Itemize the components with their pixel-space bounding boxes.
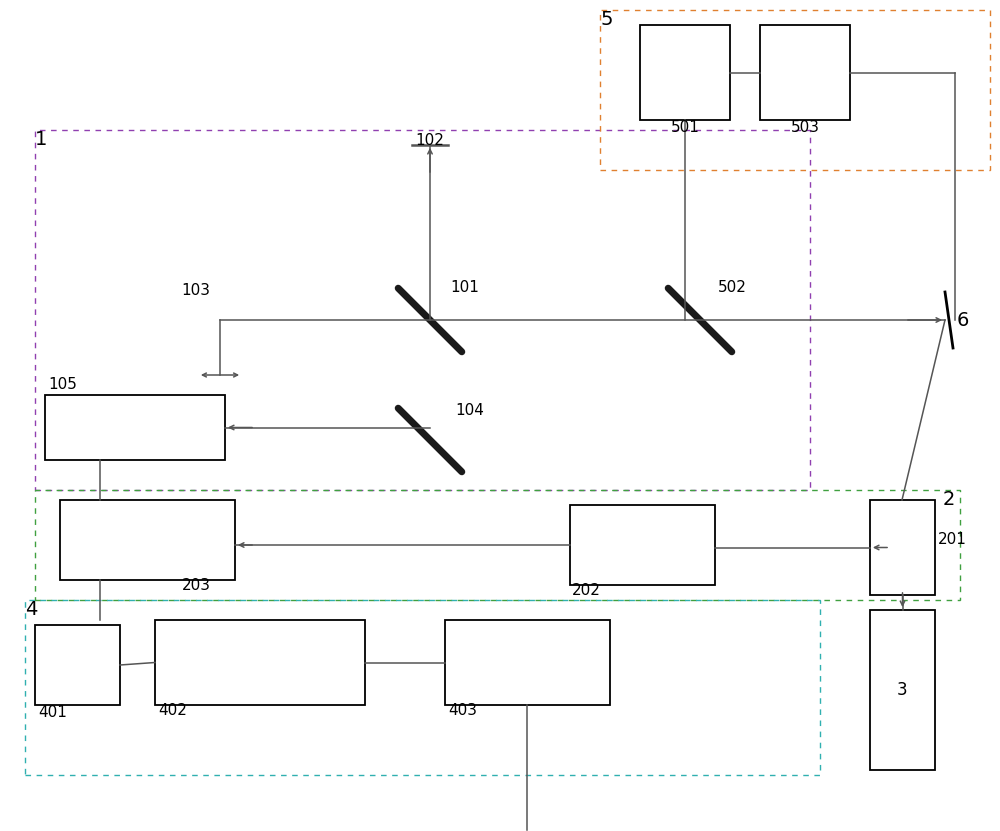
Bar bbox=[45, 395, 225, 460]
Text: 103: 103 bbox=[181, 283, 210, 298]
Bar bbox=[570, 505, 715, 585]
Text: 2: 2 bbox=[943, 490, 955, 509]
Bar bbox=[155, 620, 365, 705]
Text: 501: 501 bbox=[671, 120, 699, 135]
Text: 101: 101 bbox=[450, 280, 479, 295]
Text: 104: 104 bbox=[455, 403, 484, 418]
Text: 6: 6 bbox=[957, 311, 969, 330]
Bar bbox=[35, 625, 120, 705]
Text: 1: 1 bbox=[35, 130, 47, 149]
Bar bbox=[760, 25, 850, 120]
Text: 203: 203 bbox=[182, 578, 211, 593]
Text: 503: 503 bbox=[790, 120, 820, 135]
Text: 401: 401 bbox=[38, 705, 67, 720]
Bar bbox=[600, 10, 990, 170]
Text: 5: 5 bbox=[600, 10, 612, 29]
Bar bbox=[60, 500, 235, 580]
Text: 502: 502 bbox=[718, 280, 747, 295]
Text: 403: 403 bbox=[448, 703, 477, 718]
Text: 201: 201 bbox=[938, 533, 967, 548]
Text: 102: 102 bbox=[416, 133, 444, 148]
Bar bbox=[35, 490, 960, 600]
Bar bbox=[25, 600, 820, 775]
Bar bbox=[640, 25, 730, 120]
Bar bbox=[35, 130, 810, 490]
Text: 3: 3 bbox=[897, 681, 908, 699]
Bar bbox=[445, 620, 610, 705]
Text: 202: 202 bbox=[572, 583, 601, 598]
Text: 4: 4 bbox=[25, 600, 37, 619]
Text: 105: 105 bbox=[48, 377, 77, 392]
Bar bbox=[870, 610, 935, 770]
Bar bbox=[870, 500, 935, 595]
Text: 402: 402 bbox=[158, 703, 187, 718]
